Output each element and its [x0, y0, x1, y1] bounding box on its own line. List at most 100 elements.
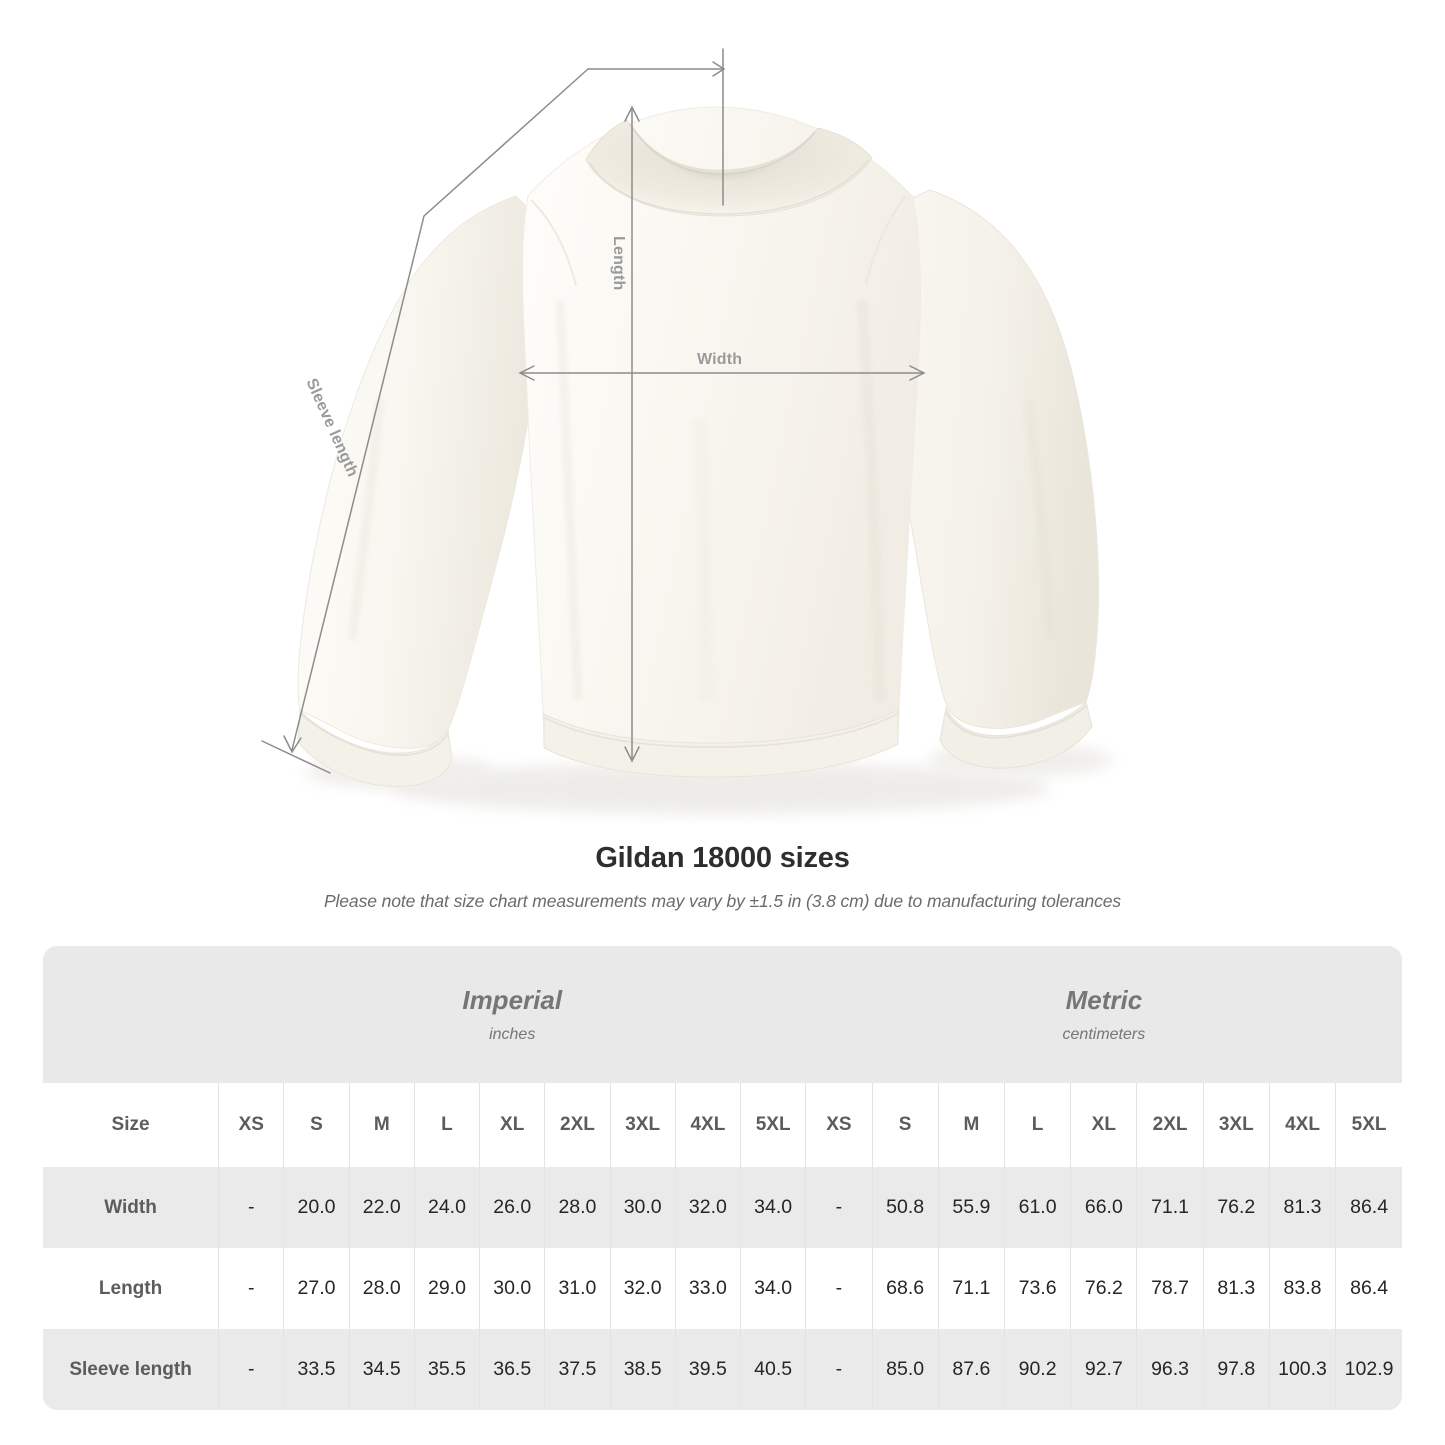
- cell-length-imperial-3xl: 32.0: [609, 1248, 676, 1329]
- cell-length-metric-s: 68.6: [871, 1248, 939, 1329]
- cell-sleeve-length-imperial-2xl: 37.5: [544, 1329, 611, 1410]
- cell-width-metric-5xl: 86.4: [1335, 1167, 1402, 1248]
- cell-sleeve-length-metric-s: 85.0: [871, 1329, 939, 1410]
- cell-length-imperial-m: 28.0: [348, 1248, 415, 1329]
- cell-sleeve-length-metric-3xl: 97.8: [1202, 1329, 1270, 1410]
- table-row: Length -27.0 28.0 29.0 30.0 31.0 32.0 33.0 34.0-…: [43, 1248, 1402, 1329]
- column-header-imperial-s: S: [283, 1083, 350, 1167]
- page-title: Gildan 18000 sizes: [595, 842, 850, 874]
- cell-sleeve-length-imperial-3xl: 38.5: [609, 1329, 676, 1410]
- cell-width-imperial-s: 20.0: [283, 1167, 350, 1248]
- column-header-metric-s: S: [871, 1083, 939, 1167]
- column-header-metric-2xl: 2XL: [1136, 1083, 1204, 1167]
- column-header-imperial-l: L: [413, 1083, 480, 1167]
- table-header-row: Size XS S M L XL 2XL 3XL 4XL 5XL XS S M L XL 2XL 3XL 4XL 5…: [43, 1083, 1402, 1167]
- cell-sleeve-length-imperial-5xl: 40.5: [740, 1329, 806, 1410]
- cell-width-metric-4xl: 81.3: [1268, 1167, 1336, 1248]
- garment-illustration: Width Length Sleeve length: [261, 48, 1112, 814]
- column-header-imperial-3xl: 3XL: [609, 1083, 676, 1167]
- system-band-row: Imperial inches Metric centimeters: [43, 946, 1402, 1083]
- sleeve-guide-line: [291, 68, 589, 751]
- cell-width-metric-s: 50.8: [871, 1167, 939, 1248]
- system-band-spacer: [43, 946, 219, 1083]
- cell-sleeve-length-metric-5xl: 102.9: [1335, 1329, 1402, 1410]
- sleeve-arrow-bottom: [283, 735, 302, 754]
- system-name: Imperial: [462, 984, 563, 1015]
- cell-length-metric-l: 73.6: [1003, 1248, 1071, 1329]
- cell-width-imperial-2xl: 28.0: [544, 1167, 611, 1248]
- column-header-imperial-2xl: 2XL: [544, 1083, 611, 1167]
- cell-width-metric-m: 55.9: [937, 1167, 1005, 1248]
- column-header-metric-5xl: 5XL: [1335, 1083, 1402, 1167]
- tolerance-note: Please note that size chart measurements…: [323, 891, 1122, 911]
- cell-length-metric-xs: -: [805, 1248, 872, 1329]
- length-arrow-top: [624, 105, 640, 122]
- system-header-imperial: Imperial inches: [218, 946, 806, 1083]
- width-arrow-left: [518, 365, 535, 381]
- cell-sleeve-length-imperial-4xl: 39.5: [674, 1329, 741, 1410]
- cell-length-imperial-s: 27.0: [283, 1248, 350, 1329]
- cell-width-metric-xl: 66.0: [1070, 1167, 1137, 1248]
- cell-sleeve-length-imperial-m: 34.5: [348, 1329, 415, 1410]
- cell-length-imperial-5xl: 34.0: [740, 1248, 806, 1329]
- column-header-imperial-4xl: 4XL: [674, 1083, 741, 1167]
- cell-sleeve-length-imperial-xs: -: [218, 1329, 284, 1410]
- system-header-metric: Metric centimeters: [805, 946, 1402, 1083]
- table-row: Width -20.0 22.0 24.0 26.0 28.0 30.0 32.0 34.0-5…: [43, 1167, 1402, 1248]
- cell-sleeve-length-imperial-xl: 36.5: [479, 1329, 545, 1410]
- cell-length-imperial-2xl: 31.0: [544, 1248, 611, 1329]
- cell-length-metric-3xl: 81.3: [1202, 1248, 1270, 1329]
- cell-length-metric-2xl: 78.7: [1136, 1248, 1204, 1329]
- cell-width-metric-l: 61.0: [1003, 1167, 1071, 1248]
- cell-width-metric-3xl: 76.2: [1202, 1167, 1270, 1248]
- row-label-length: Length: [43, 1248, 219, 1329]
- cell-length-imperial-xl: 30.0: [479, 1248, 545, 1329]
- cell-sleeve-length-metric-m: 87.6: [937, 1329, 1005, 1410]
- cell-sleeve-length-metric-4xl: 100.3: [1268, 1329, 1336, 1410]
- cell-sleeve-length-imperial-s: 33.5: [283, 1329, 350, 1410]
- row-label-width: Width: [43, 1167, 219, 1248]
- cell-length-metric-4xl: 83.8: [1268, 1248, 1336, 1329]
- width-label: Width: [697, 351, 743, 368]
- chart-heading: Gildan 18000 sizes Please note that size…: [0, 842, 1445, 912]
- column-header-imperial-5xl: 5XL: [740, 1083, 806, 1167]
- cell-sleeve-length-imperial-l: 35.5: [413, 1329, 480, 1410]
- row-label-sleeve-length: Sleeve length: [43, 1329, 219, 1410]
- cell-width-imperial-4xl: 32.0: [674, 1167, 741, 1248]
- cell-sleeve-length-metric-xs: -: [805, 1329, 872, 1410]
- column-header-metric-xl: XL: [1070, 1083, 1137, 1167]
- column-header-metric-l: L: [1003, 1083, 1071, 1167]
- sweatshirt-diagram: [261, 48, 1112, 814]
- sleeve-tick-cuff: [261, 740, 331, 774]
- cell-width-imperial-xs: -: [218, 1167, 284, 1248]
- column-header-metric-m: M: [937, 1083, 1005, 1167]
- column-header-metric-xs: XS: [805, 1083, 872, 1167]
- cell-length-imperial-l: 29.0: [413, 1248, 480, 1329]
- cell-length-metric-m: 71.1: [937, 1248, 1005, 1329]
- length-label: Length: [610, 236, 627, 291]
- cell-length-metric-xl: 76.2: [1070, 1248, 1137, 1329]
- cell-width-metric-2xl: 71.1: [1136, 1167, 1204, 1248]
- size-chart-table: Imperial inches Metric centimeters Size XS S M L…: [43, 946, 1402, 1410]
- column-header-imperial-m: M: [348, 1083, 415, 1167]
- cell-width-imperial-xl: 26.0: [479, 1167, 545, 1248]
- cell-sleeve-length-metric-xl: 92.7: [1070, 1329, 1137, 1410]
- length-arrow-bottom: [624, 746, 640, 763]
- column-header-imperial-xs: XS: [218, 1083, 284, 1167]
- column-header-metric-4xl: 4XL: [1268, 1083, 1336, 1167]
- column-header-imperial-xl: XL: [479, 1083, 545, 1167]
- system-unit: inches: [489, 1025, 536, 1043]
- width-arrow-right: [909, 365, 926, 381]
- system-unit: centimeters: [1062, 1025, 1146, 1043]
- table-row: Sleeve length -33.5 34.5 35.5 36.5 37.5 38.5 39…: [43, 1329, 1402, 1410]
- system-name: Metric: [1065, 984, 1143, 1015]
- cell-width-imperial-5xl: 34.0: [740, 1167, 806, 1248]
- sleeve-leader-arrowhead: [712, 61, 726, 77]
- column-header-size: Size: [43, 1083, 219, 1167]
- cell-width-imperial-l: 24.0: [413, 1167, 480, 1248]
- size-chart-table-container: Imperial inches Metric centimeters Size XS S M L…: [43, 946, 1402, 1410]
- cell-length-imperial-xs: -: [218, 1248, 284, 1329]
- cell-width-imperial-m: 22.0: [348, 1167, 415, 1248]
- cell-sleeve-length-metric-2xl: 96.3: [1136, 1329, 1204, 1410]
- cell-width-imperial-3xl: 30.0: [609, 1167, 676, 1248]
